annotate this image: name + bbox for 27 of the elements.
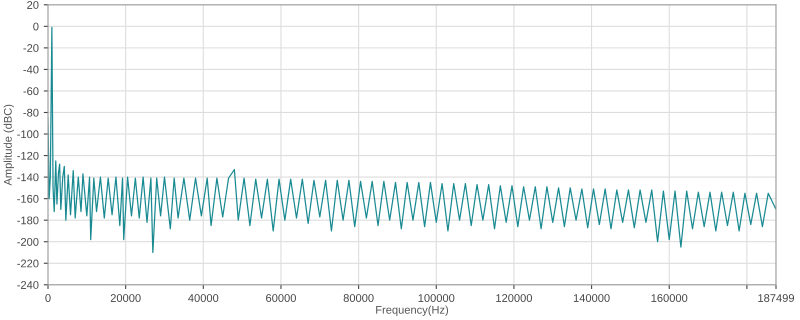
y-tick-label: -240: [17, 281, 39, 289]
x-tick-label: 20000: [110, 294, 141, 302]
x-tick-label: 140000: [574, 294, 610, 302]
x-tick-label: 80000: [344, 294, 374, 302]
x-tick-label: 0: [45, 294, 51, 302]
y-tick-label: -120: [17, 152, 39, 160]
x-tick-label: 40000: [188, 294, 218, 302]
y-tick-label: 0: [33, 22, 39, 30]
y-tick-label: -100: [17, 130, 39, 138]
x-axis-title: Frequency(Hz): [376, 306, 448, 316]
y-tick-label: -40: [23, 66, 39, 74]
x-tick-label: 60000: [266, 294, 296, 302]
x-tick-label: 100000: [418, 294, 454, 302]
y-tick-label: -20: [23, 44, 39, 52]
y-tick-label: -80: [23, 108, 39, 117]
x-tick-label: 120000: [496, 294, 532, 302]
y-tick-label: -140: [17, 173, 39, 182]
y-axis-title: Amplitude (dBC): [4, 104, 14, 186]
x-tick-label: 187499: [758, 294, 794, 302]
line-series: [48, 26, 776, 254]
y-tick-label: -60: [23, 87, 39, 96]
y-tick-label: -160: [17, 194, 39, 203]
y-tick-label: -200: [17, 238, 39, 246]
x-tick-label: 160000: [652, 294, 688, 302]
y-tick-label: -220: [17, 260, 39, 268]
y-tick-label: 20: [27, 1, 39, 9]
y-tick-label: -180: [17, 216, 39, 224]
